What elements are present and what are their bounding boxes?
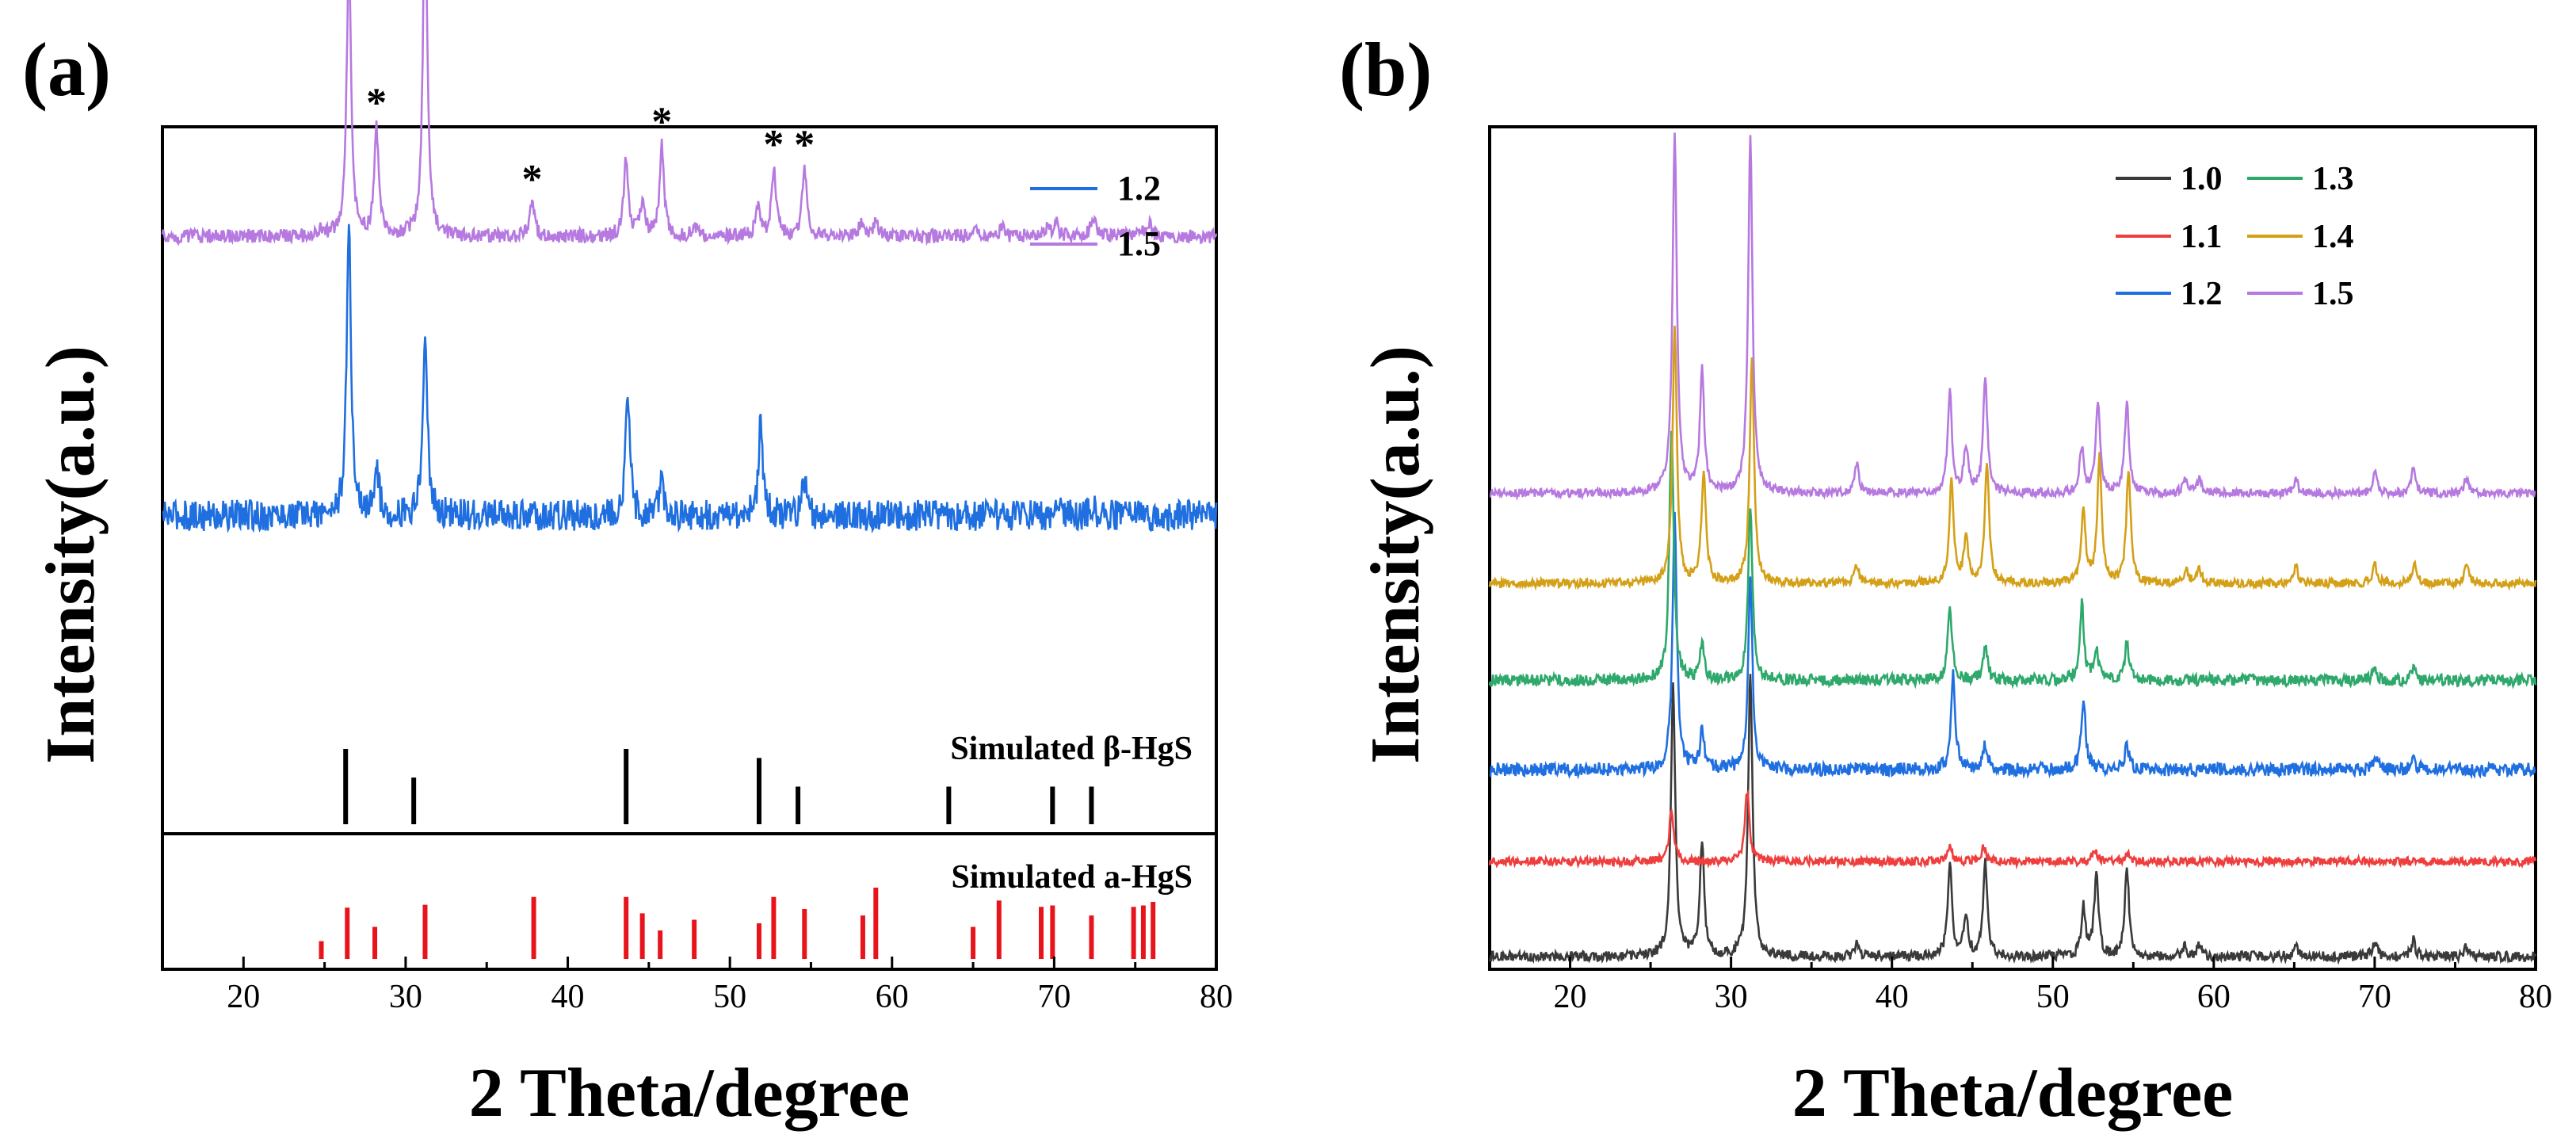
legend-label-1.3: 1.3 [2312, 161, 2354, 197]
x-tick-label: 60 [2197, 979, 2231, 1015]
peak-asterisk: * [522, 157, 543, 202]
x-tick-label: 50 [713, 979, 746, 1015]
panel-b: (b) 20 30 40 50 60 70 80 1.0 1.3 1.1 1.4 1.2 1… [1339, 27, 2552, 1132]
legend-label-1.5: 1.5 [2312, 276, 2354, 312]
panel-a-reference-lines [319, 749, 1156, 959]
series-line-1.1 [1488, 789, 2537, 870]
x-tick-label: 20 [1554, 979, 1587, 1015]
panel-b-x-ticks: 20 30 40 50 60 70 80 [1488, 957, 2552, 1015]
x-tick-label: 70 [1037, 979, 1070, 1015]
peak-asterisk: * [763, 122, 784, 167]
legend-label-1.4: 1.4 [2312, 219, 2354, 255]
panel-a-x-axis-title: 2 Theta/degree [469, 1055, 910, 1132]
x-tick-label: 40 [1876, 979, 1909, 1015]
panel-a-legend: 1.2 1.5 [1030, 169, 1161, 263]
series-line-1.2 [162, 223, 1218, 534]
series-line-1.3 [1488, 430, 2537, 690]
x-tick-label: 60 [876, 979, 909, 1015]
panel-b-frame [1488, 125, 2537, 971]
x-tick-label: 50 [2036, 979, 2070, 1015]
peak-asterisk: * [794, 123, 815, 168]
panel-a: (a) *** * * 20 30 40 50 60 70 80 Simulated β-HgS… [22, 0, 1233, 1132]
panel-a-series [161, 0, 1218, 534]
panel-a-ref-beta-label: Simulated β-HgS [950, 731, 1193, 767]
panel-b-y-axis-title: Intensity(a.u.) [1357, 346, 1434, 764]
legend-label-1.2: 1.2 [1117, 169, 1161, 208]
panel-b-series [1488, 132, 2537, 965]
peak-asterisk: * [366, 80, 387, 125]
legend-label-1.5: 1.5 [1117, 224, 1161, 263]
x-tick-label: 70 [2358, 979, 2391, 1015]
series-line-1.2 [1489, 511, 2536, 780]
x-tick-label: 80 [1200, 979, 1233, 1015]
peak-asterisk: * [651, 100, 672, 145]
legend-label-1.1: 1.1 [2181, 219, 2223, 255]
x-tick-label: 40 [551, 979, 585, 1015]
panel-a-y-axis-title: Intensity(a.u.) [32, 346, 109, 764]
x-tick-label: 30 [1715, 979, 1748, 1015]
x-tick-label: 20 [227, 979, 260, 1015]
x-tick-label: 80 [2519, 979, 2552, 1015]
panel-a-x-ticks: 20 30 40 50 60 70 80 [161, 957, 1233, 1015]
series-line-1.5 [161, 0, 1218, 247]
panel-b-legend: 1.0 1.3 1.1 1.4 1.2 1.5 [2116, 161, 2354, 312]
series-line-1.0 [1488, 674, 2537, 965]
panel-a-asterisks: *** * * [366, 80, 815, 202]
panel-a-frame [161, 125, 1218, 971]
x-tick-label: 30 [389, 979, 422, 1015]
panel-b-x-axis-title: 2 Theta/degree [1792, 1055, 2233, 1132]
panel-b-label: (b) [1339, 27, 1432, 112]
legend-label-1.2: 1.2 [2181, 276, 2223, 312]
panel-a-ref-alpha-label: Simulated a-HgS [951, 859, 1193, 896]
series-line-1.5 [1489, 132, 2536, 502]
series-line-1.4 [1488, 325, 2537, 591]
panel-a-label: (a) [22, 27, 111, 112]
legend-label-1.0: 1.0 [2181, 161, 2223, 197]
